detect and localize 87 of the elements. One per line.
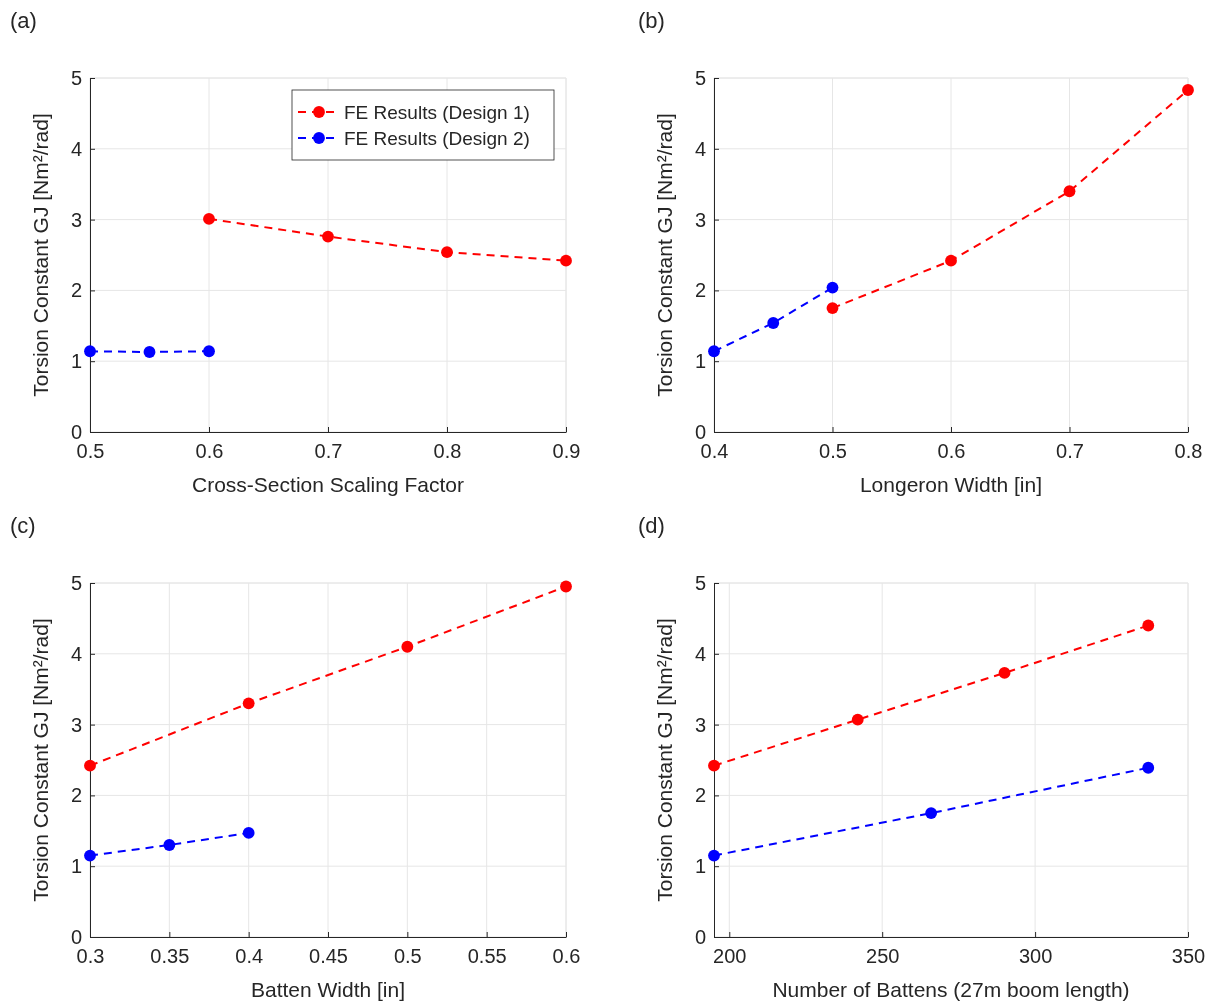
point xyxy=(1142,761,1155,774)
x-tick-label: 0.5 xyxy=(393,945,422,968)
x-tick-label: 0.8 xyxy=(433,440,462,463)
y-tick-label: 1 xyxy=(694,350,706,373)
x-tick-label: 0.5 xyxy=(76,440,105,463)
y-tick-label: 2 xyxy=(70,784,82,807)
y-tick-label: 4 xyxy=(694,642,706,665)
point xyxy=(1063,185,1076,198)
point xyxy=(401,640,414,653)
x-tick-label: 0.5 xyxy=(819,440,847,463)
point xyxy=(441,246,453,259)
y-axis-title: Torsion Constant GJ [Nm²/rad] xyxy=(29,618,52,902)
point xyxy=(203,212,215,225)
chart-title: (b) xyxy=(638,8,665,33)
y-tick-label: 5 xyxy=(70,66,82,89)
point xyxy=(203,345,215,358)
y-tick-label: 4 xyxy=(694,137,706,160)
y-tick-label: 0 xyxy=(70,925,82,948)
y-tick-label: 5 xyxy=(70,571,82,594)
y-tick-label: 3 xyxy=(694,713,706,736)
x-tick-label: 0.7 xyxy=(1056,440,1084,463)
point xyxy=(84,759,96,772)
point xyxy=(1142,619,1155,632)
x-tick-label: 0.35 xyxy=(150,945,190,968)
y-tick-label: 1 xyxy=(70,350,82,373)
point xyxy=(998,667,1011,679)
point xyxy=(143,346,156,358)
legend-label: FE Results (Design 1) xyxy=(344,102,530,123)
x-tick-label: 200 xyxy=(713,945,747,968)
x-tick-label: 0.55 xyxy=(467,945,507,968)
x-axis-title: Longeron Width [in] xyxy=(859,473,1043,496)
point xyxy=(708,759,720,772)
x-tick-label: 0.6 xyxy=(195,440,224,463)
point xyxy=(84,849,96,862)
x-tick-label: 0.6 xyxy=(552,945,581,968)
y-tick-label: 5 xyxy=(694,66,706,89)
y-tick-label: 0 xyxy=(694,925,706,948)
y-tick-label: 3 xyxy=(70,208,82,231)
x-tick-label: 0.4 xyxy=(700,440,729,463)
point xyxy=(851,713,864,726)
point xyxy=(708,345,720,358)
x-tick-label: 0.7 xyxy=(314,440,343,463)
y-tick-label: 3 xyxy=(694,208,706,231)
point xyxy=(767,317,780,329)
y-tick-label: 2 xyxy=(70,279,82,302)
point xyxy=(242,827,255,839)
legend-label: FE Results (Design 2) xyxy=(344,128,530,149)
x-axis-title: Batten Width [in] xyxy=(250,978,406,1001)
x-tick-label: 0.3 xyxy=(76,945,105,968)
x-tick-label: 0.9 xyxy=(552,440,581,463)
y-tick-label: 4 xyxy=(70,137,82,160)
point xyxy=(945,254,957,267)
y-axis-title: Torsion Constant GJ [Nm²/rad] xyxy=(29,113,52,397)
x-tick-label: 0.8 xyxy=(1174,440,1203,463)
chart-title: (a) xyxy=(10,8,37,33)
y-tick-label: 3 xyxy=(70,713,82,736)
chart-title: (c) xyxy=(10,513,36,538)
point xyxy=(708,849,720,862)
x-tick-label: 0.45 xyxy=(309,945,348,968)
y-axis-title: Torsion Constant GJ [Nm²/rad] xyxy=(653,618,676,902)
x-axis-title: Number of Battens (27m boom length) xyxy=(772,978,1130,1001)
point xyxy=(826,281,839,294)
point xyxy=(322,230,334,243)
x-tick-label: 250 xyxy=(866,945,900,968)
point xyxy=(163,839,176,851)
y-tick-label: 1 xyxy=(70,855,82,878)
y-tick-label: 2 xyxy=(694,279,706,302)
y-tick-label: 1 xyxy=(694,855,706,878)
chart-title: (d) xyxy=(638,513,665,538)
point xyxy=(560,580,572,593)
y-tick-label: 0 xyxy=(70,420,82,443)
point xyxy=(84,345,96,358)
y-tick-label: 5 xyxy=(694,571,706,594)
x-axis-title: Cross-Section Scaling Factor xyxy=(192,473,464,496)
x-tick-label: 0.6 xyxy=(937,440,966,463)
y-tick-label: 0 xyxy=(694,420,706,443)
x-tick-label: 300 xyxy=(1018,945,1053,968)
y-tick-label: 2 xyxy=(694,784,706,807)
point xyxy=(1182,84,1194,96)
y-axis-title: Torsion Constant GJ [Nm²/rad] xyxy=(653,113,676,397)
point xyxy=(826,302,839,315)
point xyxy=(242,697,255,710)
x-tick-label: 350 xyxy=(1171,945,1206,968)
point xyxy=(560,254,572,267)
point xyxy=(925,807,938,820)
x-tick-label: 0.4 xyxy=(235,945,264,968)
y-tick-label: 4 xyxy=(70,642,82,665)
